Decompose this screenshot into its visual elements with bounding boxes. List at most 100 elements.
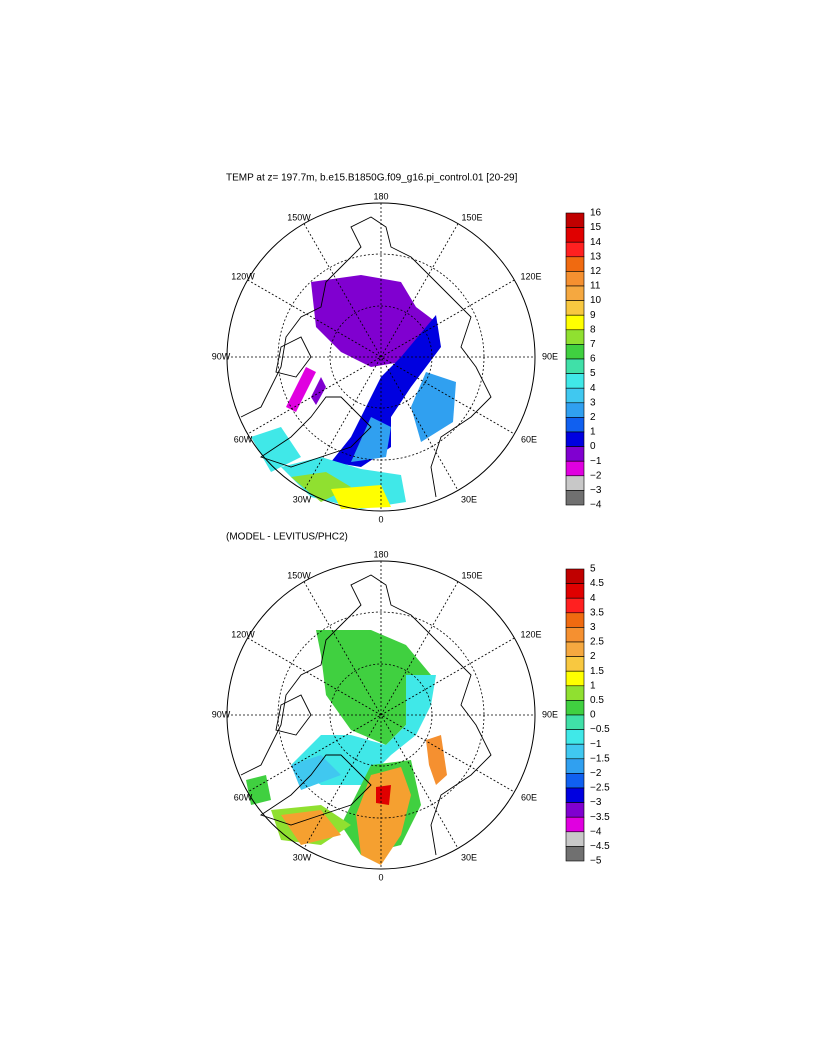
colorbar-box [565, 700, 585, 716]
longitude-label: 90E [542, 709, 558, 719]
longitude-label: 60E [521, 792, 537, 802]
colorbar-box [565, 227, 585, 243]
colorbar-label: −3 [590, 797, 602, 808]
colorbar-box [565, 816, 585, 833]
colorbar-label: 4 [590, 383, 596, 394]
colorbar-label: 13 [590, 251, 602, 262]
longitude-label: 120E [520, 629, 541, 639]
longitude-label: 0 [378, 514, 383, 524]
colorbar-box [565, 583, 585, 599]
field [356, 767, 411, 865]
longitude-label: 30E [461, 494, 477, 504]
colorbar-label: 3 [590, 397, 596, 408]
colorbar-label: 12 [590, 266, 602, 277]
field [331, 315, 441, 467]
longitude-label: 0 [378, 872, 383, 882]
field [316, 630, 431, 745]
colorbar-label: 0 [590, 441, 596, 452]
colorbar-label: 5 [590, 368, 596, 379]
field [411, 372, 456, 442]
colorbar-label: 0 [590, 710, 596, 721]
colorbar-box [565, 597, 585, 614]
longitude-label: 60E [521, 434, 537, 444]
longitude-label: 150E [461, 570, 482, 580]
coastline [259, 754, 372, 826]
colorbar-label: 11 [590, 281, 601, 292]
colorbar-label: −4 [590, 500, 602, 511]
colorbar-label: 2.5 [590, 637, 604, 648]
colorbar-box [565, 271, 585, 287]
colorbar-label: 15 [590, 222, 602, 233]
colorbar-label: −1 [590, 456, 602, 467]
colorbar-label: 1.5 [590, 666, 604, 677]
longitude-label: 150W [287, 212, 311, 222]
coastline [240, 574, 492, 856]
colorbar-label: 0.5 [590, 695, 604, 706]
longitude-label: 30E [461, 852, 477, 862]
colorbar-box [565, 612, 585, 628]
colorbar-label: 7 [590, 339, 596, 350]
longitude-label: 150W [287, 570, 311, 580]
colorbar-label: 14 [590, 237, 602, 248]
colorbar-box [565, 568, 585, 584]
longitude-label: 120W [231, 271, 255, 281]
colorbar-label: 8 [590, 324, 596, 335]
colorbar-label: −2 [590, 768, 602, 779]
colorbar-label: 9 [590, 310, 596, 321]
colorbar-label: −1.5 [590, 753, 610, 764]
longitude-label: 30W [293, 494, 312, 504]
colorbar-box [565, 773, 585, 789]
coastline [275, 694, 312, 736]
colorbar-label: 16 [590, 208, 602, 219]
map-border [226, 202, 536, 512]
longitude-label: 180 [373, 549, 388, 559]
colorbar-box [565, 329, 585, 345]
colorbar-box [565, 417, 585, 433]
colorbar-box [565, 490, 585, 506]
colorbar-box [565, 475, 585, 491]
colorbar-box [565, 212, 585, 228]
panel-title: (MODEL - LEVITUS/PHC2) [226, 532, 348, 543]
meridian [247, 279, 515, 435]
colorbar-label: 4.5 [590, 578, 604, 589]
longitude-label: 30W [293, 852, 312, 862]
colorbar-label: 3 [590, 622, 596, 633]
coastline [259, 396, 372, 468]
longitude-label: 90W [212, 709, 231, 719]
coastline [240, 216, 492, 498]
colorbar-box [565, 460, 585, 477]
longitude-label: 150E [461, 212, 482, 222]
field [331, 485, 391, 509]
colorbar-box [565, 670, 585, 687]
colorbar-box [565, 402, 585, 418]
colorbar-box [565, 641, 585, 657]
colorbar-label: −4.5 [590, 841, 610, 852]
map [226, 202, 536, 512]
map-border [226, 560, 536, 870]
field [291, 675, 436, 785]
field [311, 377, 326, 405]
colorbar-box [565, 627, 585, 643]
colorbar-box [565, 714, 585, 730]
coastline [275, 336, 312, 378]
colorbar-box [565, 431, 585, 447]
panel-title: TEMP at z= 197.7m, b.e15.B1850G.f09_g16.… [226, 173, 518, 184]
colorbar-label: −2.5 [590, 783, 610, 794]
longitude-label: 90E [542, 351, 558, 361]
colorbar-label: −3 [590, 485, 602, 496]
colorbar-box [565, 802, 585, 818]
longitude-label: 180 [373, 191, 388, 201]
longitude-label: 90W [212, 351, 231, 361]
colorbar-box [565, 743, 585, 760]
colorbar-label: −5 [590, 856, 602, 867]
colorbar-label: −1 [590, 739, 602, 750]
colorbar-box [565, 387, 585, 404]
colorbar-label: −4 [590, 826, 602, 837]
colorbar-label: −2 [590, 470, 602, 481]
field [281, 810, 341, 845]
meridian [247, 637, 515, 793]
field [426, 735, 447, 785]
map [226, 560, 536, 870]
